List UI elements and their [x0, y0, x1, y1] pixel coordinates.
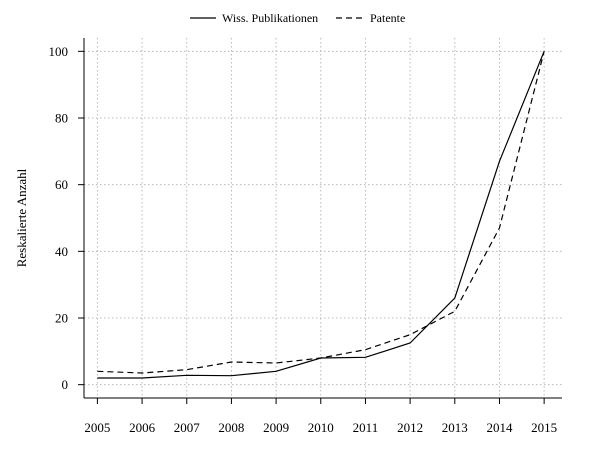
- y-axis-title: Reskalierte Anzahl: [14, 168, 29, 267]
- legend-label-2: Patente: [370, 11, 405, 25]
- x-tick-label: 2011: [353, 420, 379, 435]
- y-tick-label: 20: [55, 311, 68, 326]
- x-tick-label: 2013: [442, 420, 468, 435]
- y-tick-label: 100: [49, 44, 69, 59]
- x-tick-label: 2014: [486, 420, 513, 435]
- y-tick-label: 60: [55, 177, 68, 192]
- x-tick-label: 2006: [129, 420, 156, 435]
- x-tick-label: 2005: [84, 420, 110, 435]
- legend: Wiss. Publikationen Patente: [190, 11, 405, 25]
- x-tick-label: 2012: [397, 420, 423, 435]
- x-tick-label: 2015: [531, 420, 557, 435]
- grid: [84, 38, 562, 398]
- x-tick-label: 2007: [174, 420, 201, 435]
- series-line-2: [97, 51, 545, 374]
- x-tick-label: 2010: [308, 420, 334, 435]
- axes: 2005 2006 2007 2008 2009 2010 2011 2012 2013 2014…: [49, 38, 562, 435]
- legend-label-1: Wiss. Publikationen: [222, 11, 318, 25]
- x-tick-label: 2009: [263, 420, 289, 435]
- y-tick-label: 80: [55, 111, 68, 126]
- series-lines: [97, 51, 545, 379]
- y-tick-label: 40: [55, 244, 68, 259]
- x-tick-label: 2008: [218, 420, 244, 435]
- y-tick-label: 0: [62, 377, 69, 392]
